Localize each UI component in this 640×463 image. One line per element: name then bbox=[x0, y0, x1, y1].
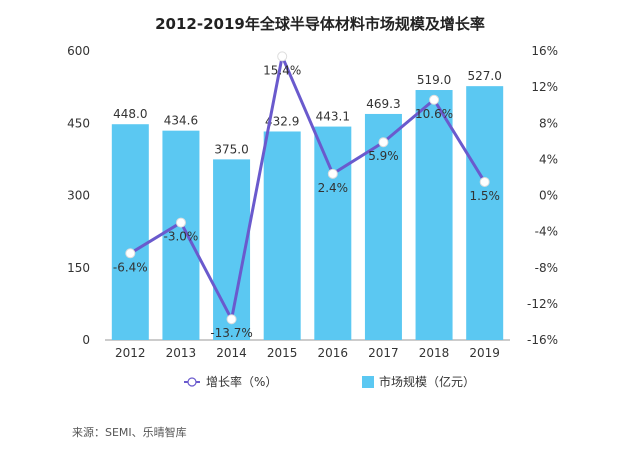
bar-value-label: 434.6 bbox=[164, 114, 198, 128]
bar-value-label: 443.1 bbox=[316, 110, 350, 124]
growth-point-2013 bbox=[175, 217, 186, 228]
bar-value-label: 527.0 bbox=[468, 69, 502, 83]
right-axis-tick-label: 12% bbox=[531, 80, 558, 94]
bar-2016 bbox=[314, 126, 352, 340]
bar-value-label: 519.0 bbox=[417, 73, 451, 87]
bar-value-label: 469.3 bbox=[366, 97, 400, 111]
growth-value-label: 10.6% bbox=[415, 107, 453, 121]
legend-item-line: 增长率（%） bbox=[184, 374, 277, 389]
bar-2012 bbox=[111, 124, 149, 340]
bar-value-label: 448.0 bbox=[113, 107, 147, 121]
bar-value-label: 375.0 bbox=[214, 142, 248, 156]
legend-item-bar: 市场规模（亿元） bbox=[362, 374, 475, 389]
bar-value-label: 432.9 bbox=[265, 114, 299, 128]
bar-2019 bbox=[466, 86, 504, 340]
left-axis-tick-label: 600 bbox=[67, 44, 90, 58]
bar-2015 bbox=[263, 131, 301, 340]
growth-point-2015 bbox=[277, 51, 288, 62]
growth-point-2016 bbox=[327, 168, 338, 179]
growth-value-label: 2.4% bbox=[318, 181, 349, 195]
x-axis-tick-label: 2014 bbox=[216, 346, 247, 360]
right-axis-tick-label: -8% bbox=[535, 261, 558, 275]
growth-value-label: -6.4% bbox=[113, 260, 148, 274]
growth-point-2018 bbox=[429, 94, 440, 105]
right-axis-tick-label: 4% bbox=[539, 152, 558, 166]
x-axis-tick-label: 2012 bbox=[115, 346, 146, 360]
growth-value-label: -13.7% bbox=[210, 326, 252, 340]
growth-value-label: 1.5% bbox=[469, 189, 500, 203]
growth-point-2014 bbox=[226, 314, 237, 325]
bar-2017 bbox=[364, 113, 402, 341]
source-note: 来源：SEMI、乐晴智库 bbox=[72, 425, 187, 439]
right-axis-tick-label: 8% bbox=[539, 116, 558, 130]
legend: 增长率（%） 市场规模（亿元） bbox=[184, 374, 475, 389]
bar-series: 448.0 434.6 375.0 432.9 443.1 469.3 519.0 527.0 bbox=[111, 69, 504, 341]
x-axis-tick-label: 2017 bbox=[368, 346, 399, 360]
x-axis-tick-label: 2018 bbox=[419, 346, 450, 360]
left-axis-tick-label: 300 bbox=[67, 189, 90, 203]
right-axis-tick-label: 0% bbox=[539, 189, 558, 203]
growth-point-2017 bbox=[378, 137, 389, 148]
x-axis-tick-label: 2016 bbox=[318, 346, 349, 360]
growth-value-label: 5.9% bbox=[368, 149, 399, 163]
left-axis-tick-label: 0 bbox=[82, 333, 90, 347]
growth-point-2012 bbox=[125, 248, 136, 259]
right-axis-tick-label: -16% bbox=[527, 333, 558, 347]
left-axis-tick-label: 450 bbox=[67, 116, 90, 130]
right-axis: -16% -12% -8% -4% 0% 4% 8% 12% 16% bbox=[527, 44, 558, 347]
left-axis-tick-label: 150 bbox=[67, 261, 90, 275]
right-axis-tick-label: -4% bbox=[535, 225, 558, 239]
legend-bar-swatch bbox=[362, 376, 374, 388]
legend-bar-label: 市场规模（亿元） bbox=[379, 374, 475, 389]
line-series: -6.4% -3.0% -13.7% 15.4% 2.4% 5.9% 10.6% 1.5% bbox=[113, 51, 500, 340]
right-axis-tick-label: -12% bbox=[527, 297, 558, 311]
x-axis-tick-label: 2019 bbox=[469, 346, 500, 360]
legend-line-marker bbox=[187, 377, 197, 387]
growth-line bbox=[129, 54, 486, 321]
left-axis: 0 150 300 450 600 bbox=[67, 44, 90, 347]
bar-2013 bbox=[162, 130, 200, 340]
bar-2018 bbox=[415, 90, 453, 340]
growth-value-label: -3.0% bbox=[164, 230, 199, 244]
x-axis-tick-label: 2013 bbox=[166, 346, 197, 360]
growth-value-label: 15.4% bbox=[263, 63, 301, 77]
right-axis-tick-label: 16% bbox=[531, 44, 558, 58]
chart-title: 2012-2019年全球半导体材料市场规模及增长率 bbox=[155, 15, 485, 33]
x-axis: 2012 2013 2014 2015 2016 2017 2018 2019 bbox=[105, 339, 510, 360]
growth-point-2019 bbox=[479, 176, 490, 187]
x-axis-tick-label: 2015 bbox=[267, 346, 298, 360]
legend-line-label: 增长率（%） bbox=[206, 374, 277, 389]
